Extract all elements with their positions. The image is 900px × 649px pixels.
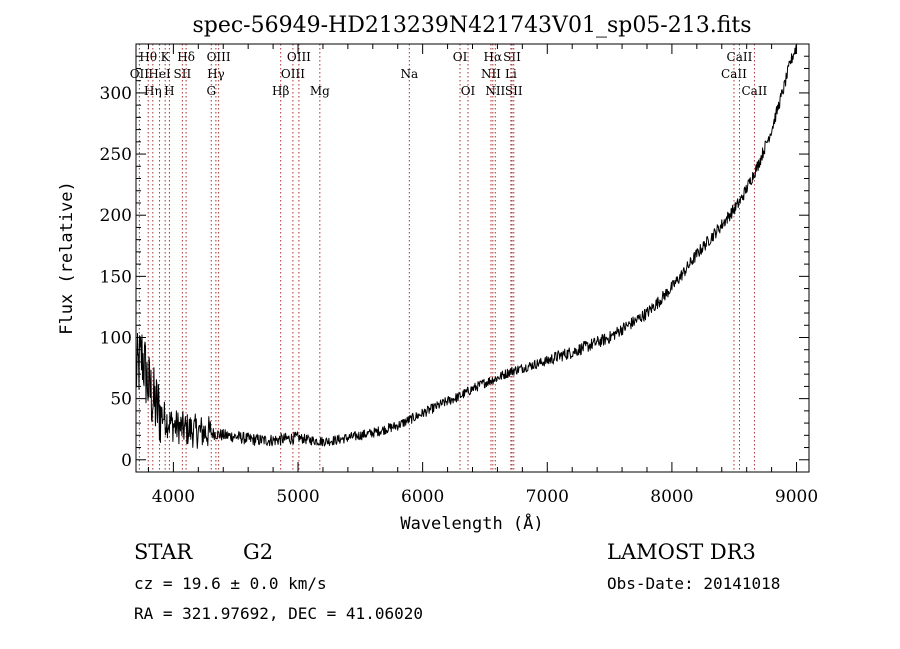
line-label: K: [161, 50, 171, 64]
line-label: CaII: [721, 67, 747, 81]
plot-frame: [135, 43, 810, 473]
object-subclass: G2: [243, 540, 274, 564]
line-label: Na: [400, 67, 418, 81]
line-label: SII: [174, 67, 192, 81]
line-label: Hθ: [139, 50, 157, 64]
y-tick-label: 150: [100, 267, 132, 287]
survey-name: LAMOST DR3: [607, 540, 756, 564]
line-label: OII: [130, 67, 150, 81]
y-tick-label: 200: [100, 206, 132, 226]
line-label: NII: [481, 67, 501, 81]
line-label: Hδ: [177, 50, 195, 64]
x-tick-label: 7000: [526, 487, 569, 507]
x-tick-label: 6000: [401, 487, 444, 507]
line-label: OIII: [287, 50, 311, 64]
line-label: SII: [503, 50, 521, 64]
line-label: HeI: [148, 67, 171, 81]
line-label: OI: [453, 50, 468, 64]
line-label: Li: [505, 67, 517, 81]
y-axis: 0 50 100 150 200 250 300: [100, 55, 809, 471]
y-tick-label: 0: [121, 451, 132, 471]
x-tick-label: 8000: [650, 487, 693, 507]
spectrum-series: [135, 44, 797, 449]
object-class: STAR: [134, 540, 193, 564]
x-tick-label: 4000: [152, 487, 195, 507]
y-tick-label: 250: [100, 145, 132, 165]
obs-date: Obs-Date: 20141018: [607, 574, 781, 593]
line-label: Hη: [144, 84, 162, 98]
line-label: OIII: [281, 67, 305, 81]
line-label: SII: [505, 84, 523, 98]
y-tick-label: 300: [100, 84, 132, 104]
spectrum-line: [135, 44, 797, 449]
line-label: OIII: [207, 50, 231, 64]
y-tick-label: 100: [100, 328, 132, 348]
coordinates: RA = 321.97692, DEC = 41.06020: [134, 604, 423, 623]
x-tick-label: 5000: [276, 487, 319, 507]
line-label: Hγ: [207, 67, 225, 81]
x-axis-label: Wavelength (Å): [400, 512, 543, 534]
redshift-readout: cz = 19.6 ± 0.0 km/s: [134, 574, 327, 593]
y-axis-label: Flux (relative): [57, 181, 77, 335]
line-label: G: [206, 84, 216, 98]
line-label: NII: [485, 84, 505, 98]
line-label: CaII: [727, 50, 753, 64]
line-label: Hβ: [272, 84, 289, 98]
line-label: Mg: [310, 84, 330, 98]
spectral-line-markers: HθOIIHηHeIKHSIIHδGHγOIIIHβOIIIOIIIMgNaOI…: [130, 44, 768, 472]
chart-title: spec-56949-HD213239N421743V01_sp05-213.f…: [192, 13, 751, 38]
x-tick-label: 9000: [775, 487, 818, 507]
line-label: OI: [461, 84, 476, 98]
x-axis: 4000 5000 6000 7000 8000 9000: [147, 44, 818, 507]
line-label: Hα: [484, 50, 503, 64]
line-label: H: [164, 84, 174, 98]
line-label: CaII: [741, 84, 767, 98]
y-tick-label: 50: [110, 390, 132, 410]
